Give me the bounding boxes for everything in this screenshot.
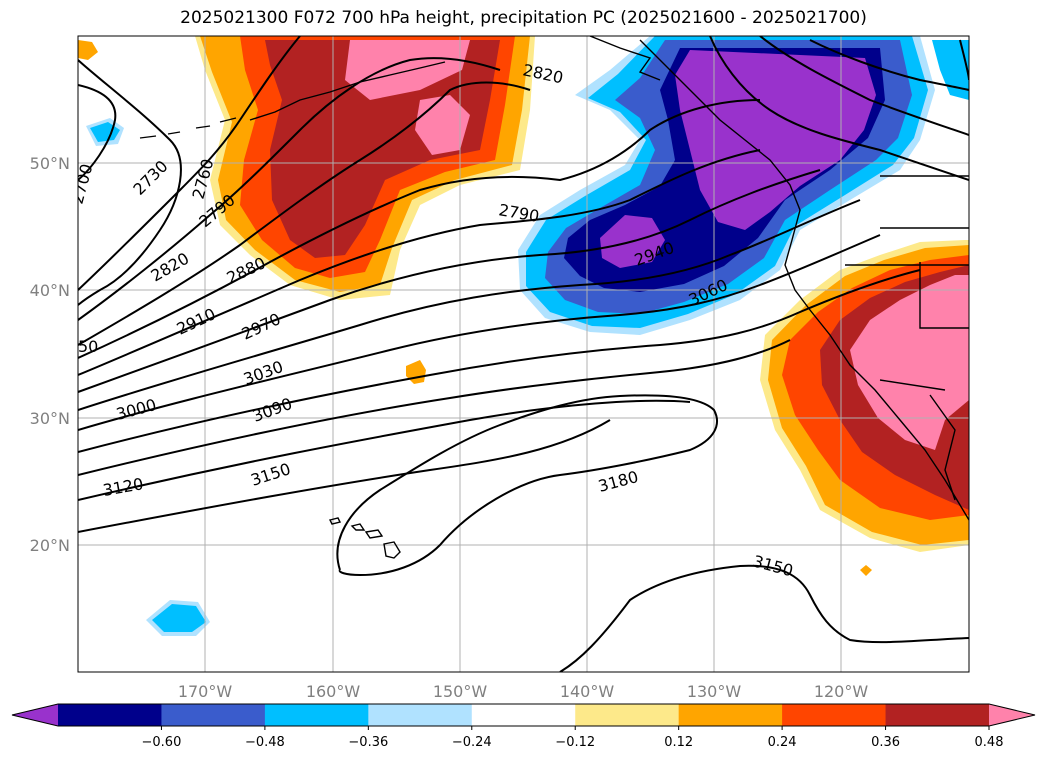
map-frame — [77, 35, 970, 673]
colorbar-tick-label: −0.36 — [348, 735, 388, 750]
lon-axis: 170°W 160°W 150°W 140°W 130°W 120°W — [178, 682, 869, 701]
map-title: 2025021300 F072 700 hPa height, precipit… — [180, 8, 867, 28]
colorbar-extend-max — [989, 704, 1035, 726]
colorbar-segment — [264, 704, 369, 726]
height-contours — [78, 36, 969, 672]
colorbar-segment — [58, 704, 162, 726]
lat-tick-label: 20°N — [30, 536, 70, 555]
colorbar-tick-label: −0.12 — [555, 735, 595, 750]
lon-tick-label: 150°W — [433, 682, 488, 701]
colorbar-tick-labels: −0.60 −0.48 −0.36 −0.24 −0.12 0.12 0.24 0.36 0.4… — [142, 726, 1004, 750]
lat-tick-label: 40°N — [30, 281, 70, 300]
lon-tick-label: 160°W — [306, 682, 361, 701]
colorbar-tick-label: −0.48 — [245, 735, 285, 750]
positive-anomaly-dot — [860, 565, 872, 576]
colorbar-tick-label: 0.12 — [664, 735, 693, 750]
positive-anomaly-southwest-coast — [760, 240, 969, 552]
colorbar-segment — [782, 704, 887, 726]
lat-tick-label: 50°N — [30, 154, 70, 173]
colorbar-tick-label: 0.36 — [871, 735, 900, 750]
colorbar — [11, 703, 1036, 727]
colorbar-segment — [885, 704, 990, 726]
negative-anomaly-small — [86, 118, 210, 636]
lon-tick-label: 170°W — [178, 682, 233, 701]
lon-tick-label: 130°W — [687, 682, 742, 701]
lon-tick-label: 140°W — [560, 682, 615, 701]
colorbar-extend-min — [12, 704, 58, 726]
lon-tick-label: 120°W — [814, 682, 869, 701]
colorbar-segment — [368, 704, 473, 726]
aleutian-islands — [139, 117, 237, 139]
contour-label: 50 — [78, 337, 98, 356]
colorbar-tick-label: −0.24 — [452, 735, 492, 750]
colorbar-tick-label: 0.24 — [768, 735, 797, 750]
hawaii-islands — [328, 517, 401, 559]
lat-tick-label: 30°N — [30, 409, 70, 428]
colorbar-segment — [575, 704, 680, 726]
colorbar-outline — [11, 703, 1036, 727]
positive-anomaly-edge — [78, 40, 98, 60]
map-panel: 2700 2730 2760 2790 2820 2880 2910 2970 … — [78, 36, 969, 672]
negative-anomaly-northeast — [518, 36, 969, 335]
colorbar-tick-label: 0.48 — [975, 735, 1004, 750]
colorbar-segment — [678, 704, 783, 726]
colorbar-segment — [471, 704, 576, 726]
positive-anomaly-northwest — [195, 36, 535, 300]
colorbar-tick-label: −0.60 — [142, 735, 182, 750]
lat-axis: 50°N 40°N 30°N 20°N — [30, 154, 70, 555]
colorbar-segment — [161, 704, 266, 726]
